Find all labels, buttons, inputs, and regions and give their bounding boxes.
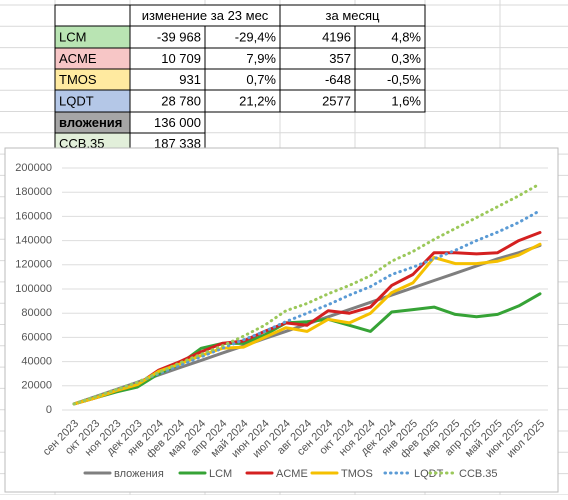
cell-text: -29,4% bbox=[235, 29, 277, 44]
series-line bbox=[72, 182, 542, 406]
cell-text: -0,5% bbox=[387, 72, 421, 87]
y-tick-label: 60000 bbox=[21, 331, 52, 343]
cell bbox=[354, 89, 426, 113]
cell-text: TMOS bbox=[59, 72, 97, 87]
y-tick-label: 80000 bbox=[21, 307, 52, 319]
legend-label: TMOS bbox=[341, 468, 373, 480]
y-tick-label: 40000 bbox=[21, 356, 52, 368]
cell-text: 357 bbox=[329, 51, 351, 66]
cell-text: 4,8% bbox=[391, 29, 421, 44]
cell-text: ACME bbox=[59, 51, 97, 66]
legend-label: ACME bbox=[276, 468, 308, 480]
y-tick-label: 0 bbox=[46, 404, 52, 416]
cell bbox=[54, 4, 131, 27]
chart-frame bbox=[4, 147, 559, 493]
cell-text: 4196 bbox=[322, 29, 351, 44]
cell-text: -648 bbox=[325, 72, 351, 87]
y-tick-label: 20000 bbox=[21, 380, 52, 392]
cell-text: 21,2% bbox=[239, 93, 276, 108]
cell-text: LCM bbox=[59, 29, 86, 44]
y-tick-label: 140000 bbox=[15, 235, 52, 247]
cell-text: 0,7% bbox=[246, 72, 276, 87]
y-tick-label: 180000 bbox=[15, 186, 52, 198]
cell-text: вложения bbox=[59, 115, 122, 130]
cell-text: 1,6% bbox=[391, 93, 421, 108]
legend-label: LCM bbox=[209, 468, 232, 480]
y-tick-label: 100000 bbox=[15, 283, 52, 295]
cell-text: 187 338 bbox=[154, 136, 201, 151]
cell-text: 7,9% bbox=[246, 51, 276, 66]
cell-text: 28 780 bbox=[161, 93, 201, 108]
table: изменение за 23 мес за месяц LCM -39 968 -29… bbox=[54, 4, 426, 155]
legend-label: ССВ.35 bbox=[459, 468, 498, 480]
cell-text: изменение за 23 мес bbox=[142, 8, 269, 23]
y-tick-label: 120000 bbox=[15, 259, 52, 271]
legend-label: вложения bbox=[114, 468, 164, 480]
y-tick-label: 160000 bbox=[15, 210, 52, 222]
cell-text: ССВ.35 bbox=[59, 136, 105, 151]
cell-text: 931 bbox=[179, 72, 201, 87]
cell-text: LQDT bbox=[59, 93, 94, 108]
y-tick-label: 200000 bbox=[15, 162, 52, 174]
cell-text: 2577 bbox=[322, 93, 351, 108]
cell-text: 10 709 bbox=[161, 51, 201, 66]
series-line bbox=[72, 292, 542, 406]
cell-text: за месяц bbox=[326, 8, 381, 23]
cell-text: 136 000 bbox=[154, 115, 201, 130]
cell-text: 0,3% bbox=[391, 51, 421, 66]
cell-text: -39 968 bbox=[157, 29, 201, 44]
